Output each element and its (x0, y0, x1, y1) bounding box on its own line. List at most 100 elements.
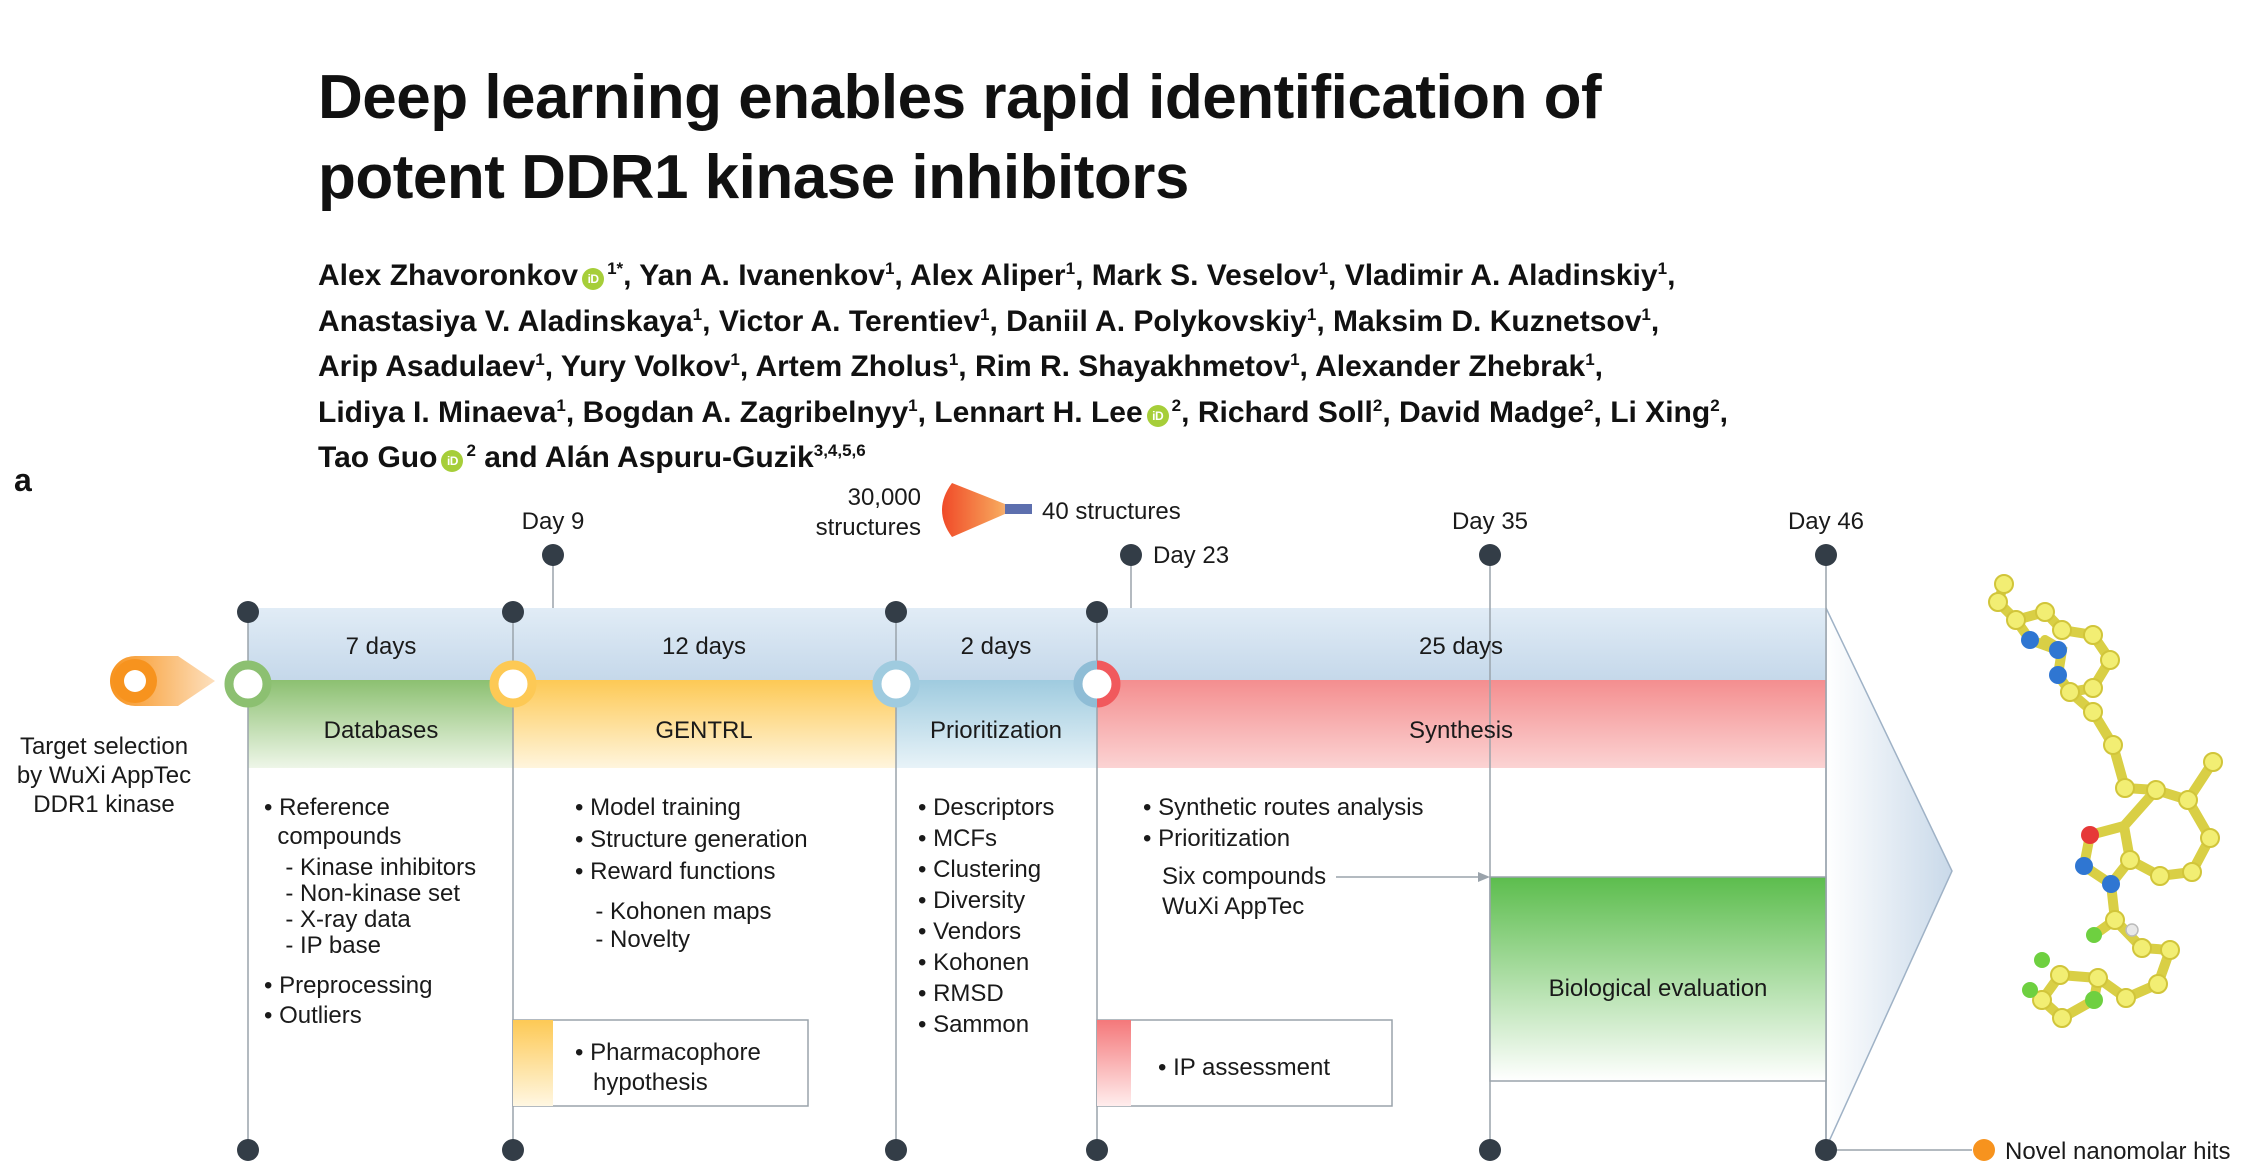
funnel-input-line-1: 30,000 (848, 484, 921, 511)
pharmacophore-box (512, 1019, 809, 1107)
orcid-icon[interactable]: iD (582, 268, 605, 290)
day-label-35: Day 35 (1452, 508, 1528, 535)
prioritization-item: • Kohonen (918, 949, 1029, 976)
milestone-ring-gentrl (489, 660, 537, 708)
author-name: Victor A. Terentiev (718, 304, 981, 338)
author: Daniil A. Polykovskiy1 (1006, 305, 1316, 338)
legend-dot (1973, 1139, 1995, 1161)
synthesis-item: WuXi AppTec (1162, 893, 1304, 920)
author: Yan A. Ivanenkov1 (639, 259, 894, 292)
stage-bar-databases (248, 680, 513, 768)
funnel-input-line-2: structures (816, 514, 921, 541)
biological-evaluation-box (1489, 876, 1827, 1082)
duration-band (248, 608, 1826, 680)
author-name: Yury Volkov (560, 350, 731, 383)
funnel-output-label: 40 structures (1042, 498, 1181, 525)
author-name: David Madge (1399, 395, 1585, 429)
duration-prioritization: 2 days (961, 633, 1032, 660)
author: Alex Aliper1 (910, 259, 1075, 292)
day-label-46: Day 46 (1788, 508, 1864, 535)
stage-bar-gentrl (513, 680, 896, 768)
author-name: Rim R. Shayakhmetov (974, 350, 1291, 383)
prioritization-item: • Vendors (918, 918, 1021, 945)
author: David Madge2 (1399, 396, 1594, 429)
author-affiliation: 1* (607, 259, 624, 278)
databases-item: - Kinase inhibitors (272, 854, 476, 881)
author: Mark S. Veselov1 (1092, 259, 1328, 292)
author-affiliation: 2 (1171, 395, 1182, 415)
author-affiliation: 3,4,5,6 (813, 441, 866, 460)
author: Vladimir A. Aladinskiy1 (1345, 259, 1667, 292)
author: Bogdan A. Zagribelnyy1 (583, 396, 918, 429)
target-selection-line-2: by WuXi AppTec (17, 762, 191, 789)
prioritization-item: • RMSD (918, 980, 1004, 1007)
gentrl-item: • Reward functions (575, 858, 776, 885)
author-affiliation: 2 (1584, 395, 1594, 415)
author-name: Alexander Zhebrak (1315, 350, 1586, 383)
author: Lidiya I. Minaeva1 (318, 396, 566, 429)
gentrl-item: - Kohonen maps (582, 898, 771, 925)
gentrl-item: • Structure generation (575, 826, 808, 853)
author-affiliation: 1 (535, 350, 545, 369)
databases-item: compounds (264, 823, 401, 850)
author-name: Alex Aliper (909, 259, 1066, 292)
author-name: Daniil A. Polykovskiy (1006, 304, 1307, 338)
timeline-dots (237, 544, 1837, 1161)
databases-item: • Reference (264, 794, 390, 821)
author-conjunction: and (484, 441, 538, 474)
author-affiliation: 1 (730, 350, 740, 369)
author-affiliation: 1 (948, 350, 959, 369)
author: Maksim D. Kuznetsov1 (1333, 305, 1651, 338)
biological-evaluation-label: Biological evaluation (1549, 975, 1768, 1002)
prioritization-item: • Sammon (918, 1011, 1029, 1038)
prioritization-item: • MCFs (918, 825, 997, 852)
author-affiliation: 1 (980, 304, 990, 324)
paper-title: Deep learning enables rapid identificati… (318, 58, 1818, 218)
start-marker-core (124, 670, 146, 692)
author-affiliation: 1 (1290, 350, 1300, 369)
databases-item: - X-ray data (272, 906, 411, 933)
milestone-ring-databases (224, 660, 272, 708)
orcid-icon[interactable]: iD (441, 450, 464, 472)
author: Tao Guo iD2 (318, 441, 476, 474)
author-affiliation: 1 (1657, 259, 1668, 278)
day-label-23: Day 23 (1153, 542, 1229, 569)
author: Alex Zhavoronkov iD1* (318, 259, 623, 292)
author: Lennart H. Lee iD2 (934, 396, 1181, 429)
pharmacophore-label-line-2: hypothesis (593, 1069, 708, 1096)
panel-label: a (14, 462, 32, 498)
duration-gentrl: 12 days (662, 633, 746, 660)
author-name: Mark S. Veselov (1091, 259, 1319, 292)
funnel-icon (942, 483, 1030, 537)
author-name: Artem Zholus (755, 350, 949, 383)
author-affiliation: 1 (556, 395, 566, 415)
ip-assessment-box-accent (1097, 1020, 1131, 1106)
gentrl-item: • Model training (575, 794, 741, 821)
author: Victor A. Terentiev1 (719, 305, 990, 338)
day-label-9: Day 9 (522, 508, 585, 535)
author: Anastasiya V. Aladinskaya1 (318, 305, 702, 338)
funnel-neck (1005, 504, 1032, 514)
author-name: Alán Aspuru-Guzik (544, 441, 814, 474)
author: Yury Volkov1 (561, 350, 740, 383)
author-name: Alex Zhavoronkov (318, 259, 579, 292)
databases-item: - IP base (272, 932, 381, 959)
author-name: Lidiya I. Minaeva (318, 395, 557, 429)
author-affiliation: 1 (692, 304, 703, 324)
databases-item: • Preprocessing (264, 972, 432, 999)
author-affiliation: 2 (466, 441, 476, 460)
stage-name-prioritization: Prioritization (930, 717, 1062, 744)
duration-synthesis: 25 days (1419, 633, 1503, 660)
paper-title-line-1: Deep learning enables rapid identificati… (318, 63, 1602, 132)
stage-bar-synthesis (1097, 680, 1826, 768)
prioritization-item: • Descriptors (918, 794, 1054, 821)
ip-assessment-label: • IP assessment (1158, 1054, 1330, 1081)
synthesis-item: • Synthetic routes analysis (1143, 794, 1424, 821)
orcid-icon[interactable]: iD (1146, 404, 1169, 427)
target-selection-line-3: DDR1 kinase (33, 791, 174, 818)
author: Richard Soll2 (1198, 396, 1383, 429)
stage-name-gentrl: GENTRL (655, 717, 752, 744)
author-affiliation: 1 (1318, 259, 1329, 278)
author-name: Bogdan A. Zagribelnyy (582, 395, 909, 429)
milestone-ring-prioritization (872, 660, 920, 708)
